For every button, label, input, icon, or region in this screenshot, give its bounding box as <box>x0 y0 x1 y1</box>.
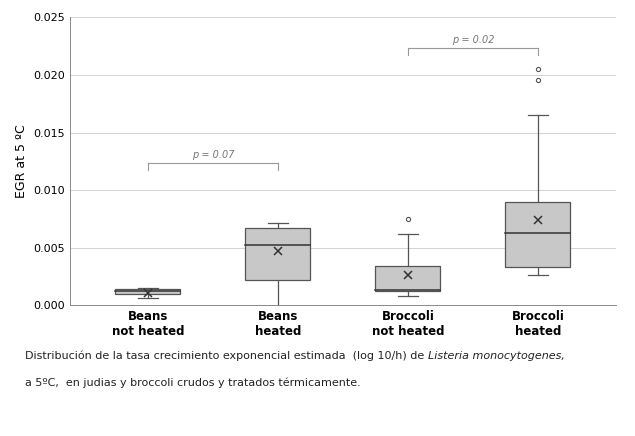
Text: p = 0.07: p = 0.07 <box>192 150 234 160</box>
Y-axis label: EGR at 5 ºC: EGR at 5 ºC <box>15 124 28 198</box>
Text: Listeria monocytogenes,: Listeria monocytogenes, <box>428 351 565 361</box>
Bar <box>116 289 180 294</box>
Text: p = 0.02: p = 0.02 <box>451 35 494 45</box>
Bar <box>245 228 311 280</box>
Text: a 5ºC,  en judias y broccoli crudos y tratados térmicamente.: a 5ºC, en judias y broccoli crudos y tra… <box>25 377 361 388</box>
Bar <box>375 266 441 291</box>
Bar <box>505 201 570 267</box>
Text: Distribución de la tasa crecimiento exponencial estimada  (log 10/h) de: Distribución de la tasa crecimiento expo… <box>25 351 428 361</box>
